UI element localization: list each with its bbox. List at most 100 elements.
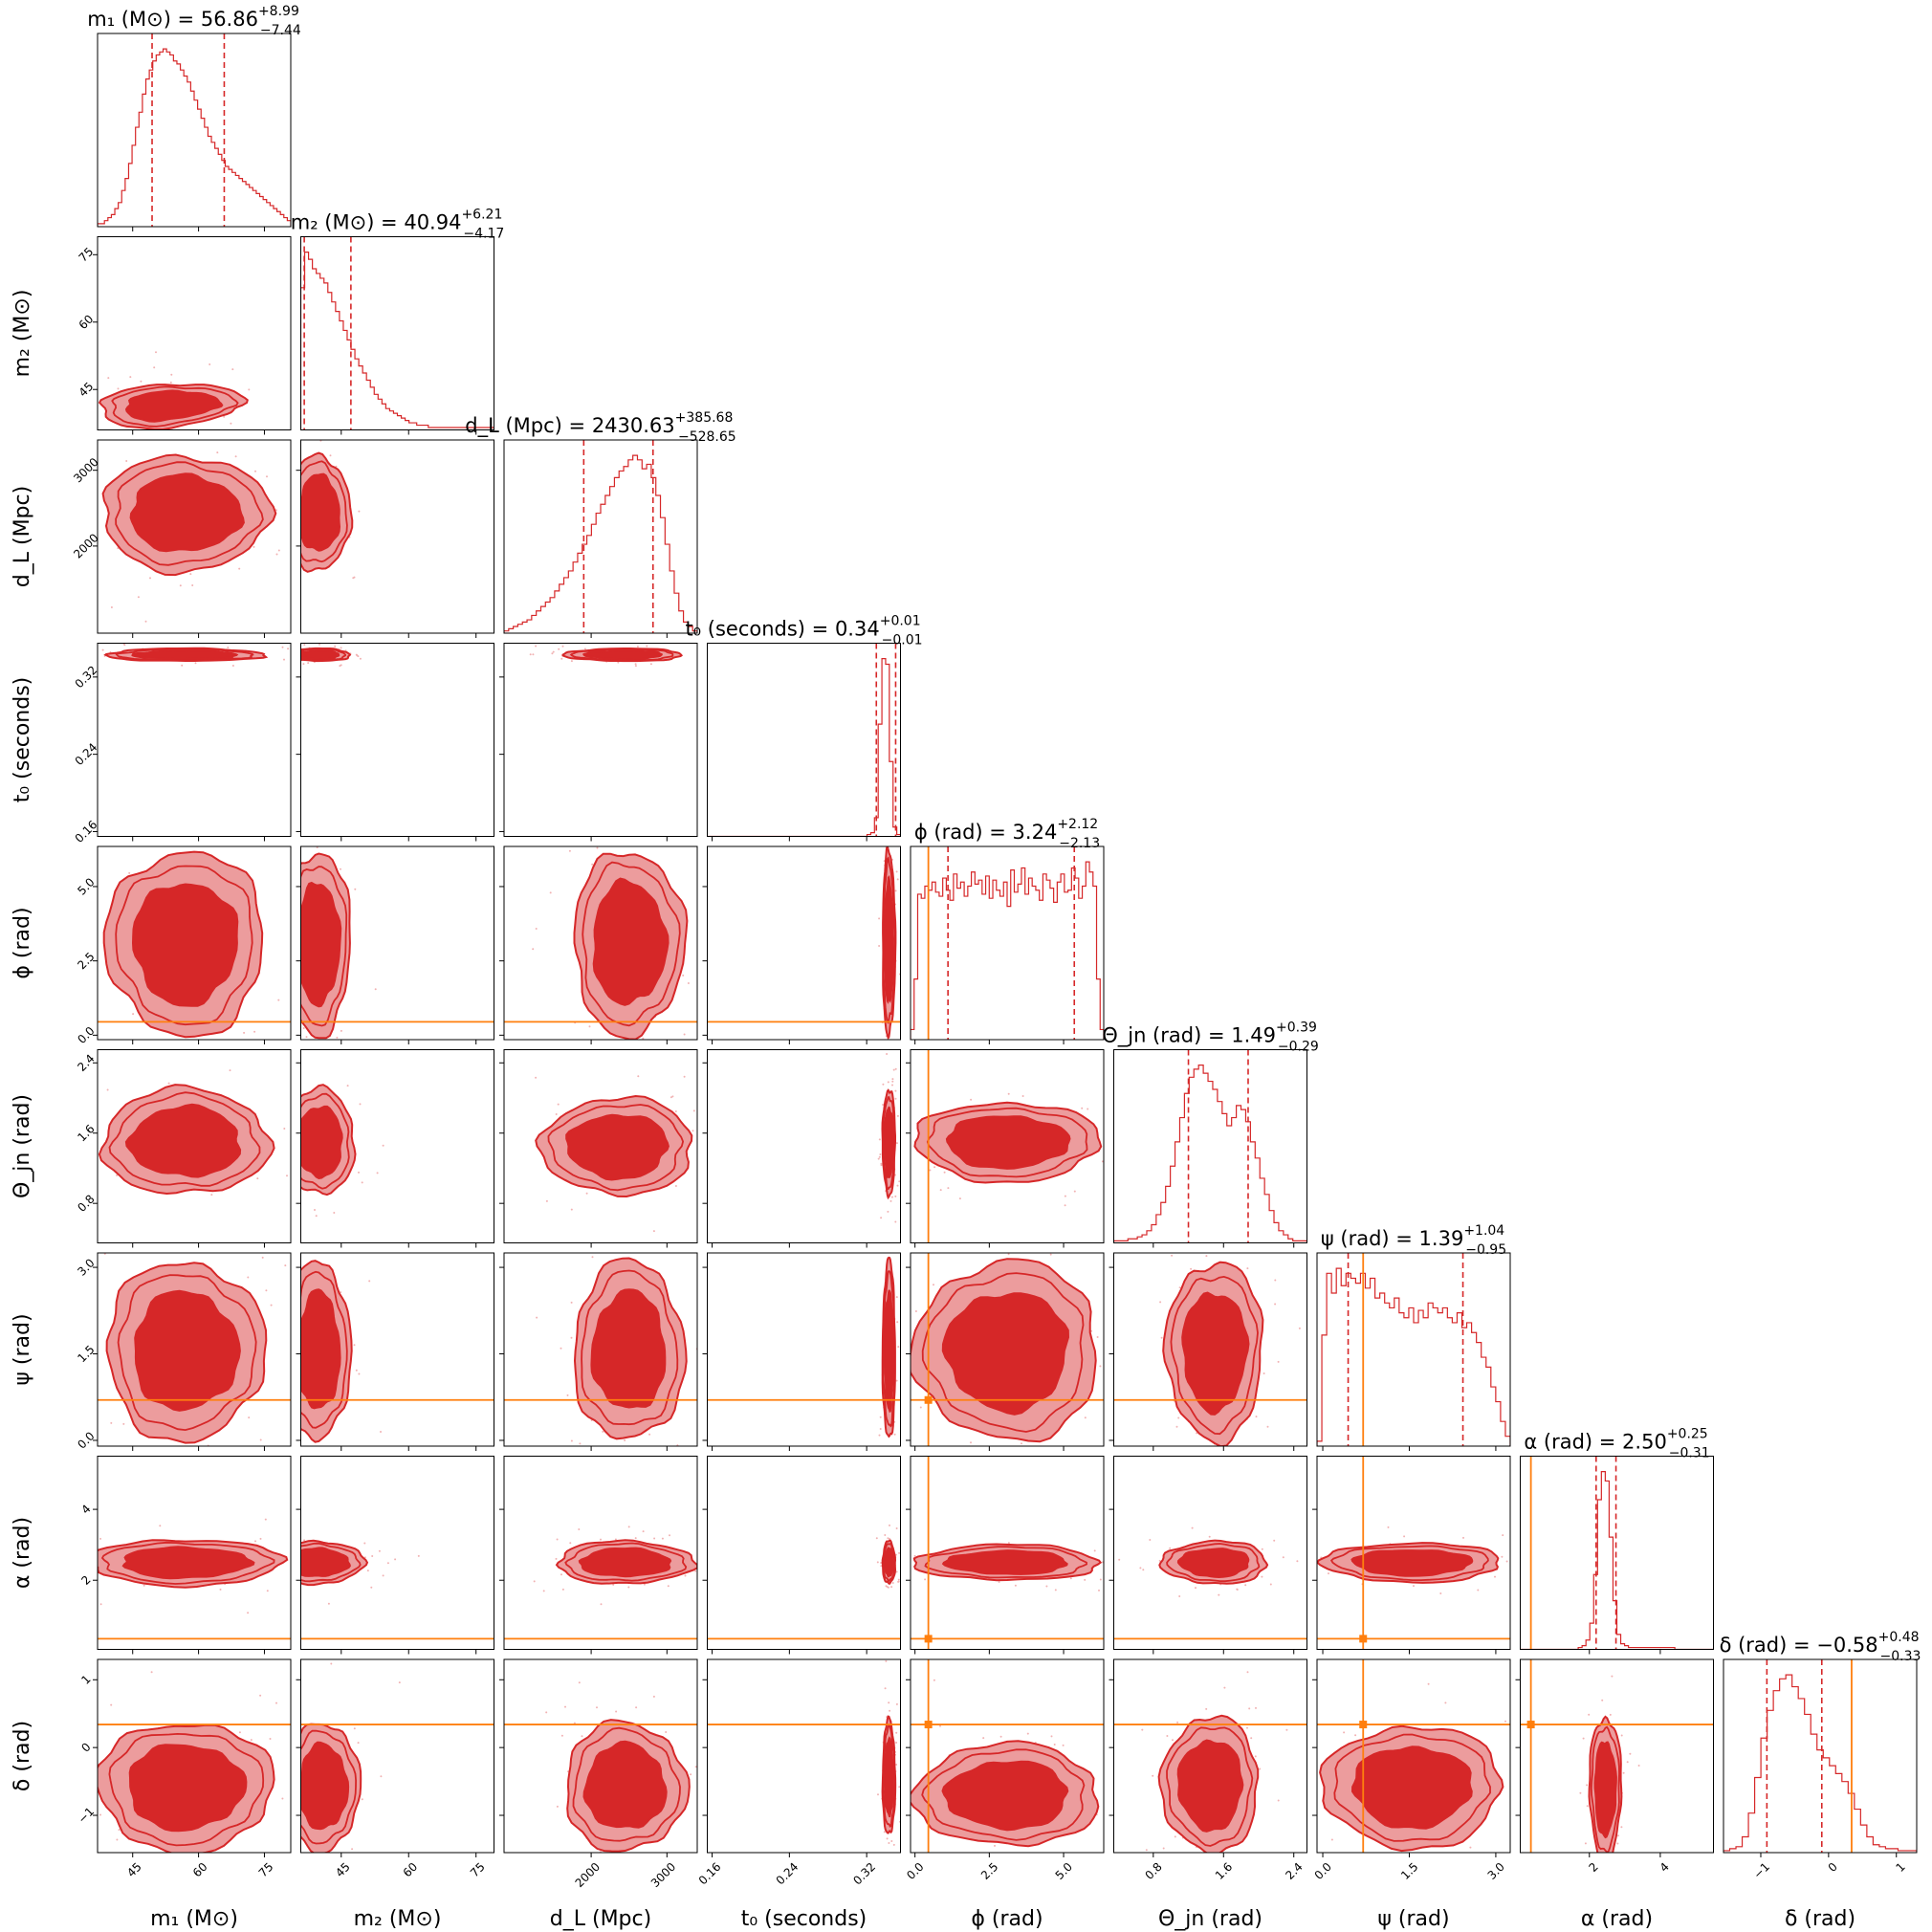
- panel-frame: [300, 1456, 494, 1650]
- scatter-panel-dL-theta_jn: [503, 1049, 698, 1243]
- sample-point: [878, 1138, 881, 1141]
- sample-point: [573, 1722, 576, 1724]
- sample-point: [417, 1554, 420, 1557]
- sample-point: [1246, 1671, 1249, 1674]
- panel-frame: [503, 1658, 698, 1854]
- sample-point: [251, 434, 252, 436]
- sample-point: [1592, 1884, 1593, 1886]
- sample-point: [648, 1433, 651, 1436]
- sample-point: [169, 381, 172, 384]
- panel-frame: [1723, 1658, 1918, 1854]
- contour-inner: [300, 881, 342, 1008]
- sample-point: [276, 1680, 278, 1682]
- sample-point: [1248, 1707, 1251, 1710]
- sample-point: [270, 1304, 273, 1306]
- sample-point: [886, 1045, 888, 1047]
- sample-point: [1049, 1253, 1052, 1256]
- sample-point: [1208, 1535, 1211, 1538]
- sample-point: [67, 403, 69, 405]
- sample-point: [118, 1829, 121, 1832]
- panel-frame: [97, 1658, 292, 1854]
- sample-point: [71, 1570, 73, 1571]
- sample-point: [703, 1556, 705, 1558]
- sample-point: [132, 1013, 135, 1016]
- sample-point: [1277, 1711, 1279, 1713]
- sample-point: [340, 1291, 342, 1294]
- y-tick-label: 75: [77, 245, 97, 265]
- sample-point: [295, 904, 296, 906]
- sample-point: [147, 1209, 149, 1211]
- sample-point: [886, 1884, 888, 1886]
- sample-point: [472, 1361, 474, 1363]
- sample-point: [1118, 1558, 1121, 1561]
- sample-point: [293, 653, 295, 655]
- contour-inner: [121, 1546, 255, 1580]
- x-tick-label: 60: [190, 1860, 210, 1880]
- sample-point: [542, 1590, 545, 1592]
- sample-point: [285, 1076, 287, 1078]
- sample-point: [283, 658, 285, 661]
- contour-inner: [582, 1740, 668, 1829]
- hist-panel-t0: t₀ (seconds) = 0.34+0.01 −0.01: [685, 614, 923, 837]
- sample-point: [1194, 1877, 1196, 1878]
- sample-point: [1267, 1922, 1269, 1924]
- sample-point: [1236, 1589, 1239, 1591]
- sample-point: [894, 1089, 897, 1092]
- sample-point: [193, 840, 195, 842]
- contour-inner: [883, 1736, 894, 1818]
- sample-point: [125, 460, 128, 462]
- sample-point: [703, 1778, 705, 1780]
- contour-mid: [115, 648, 254, 662]
- sample-point: [545, 1199, 548, 1202]
- panel-frame: [300, 1658, 494, 1854]
- sample-point: [571, 1490, 573, 1492]
- sample-point: [1223, 1686, 1226, 1689]
- sample-point: [89, 1550, 91, 1552]
- sample-point: [108, 435, 110, 437]
- sample-point: [267, 1083, 269, 1085]
- truth-marker: [924, 1395, 933, 1404]
- sample-point: [958, 1197, 961, 1200]
- sample-point: [556, 1538, 559, 1541]
- sample-point: [665, 1731, 668, 1733]
- sample-point: [889, 1055, 890, 1057]
- sample-point: [999, 1191, 1001, 1193]
- sample-point: [924, 1578, 927, 1581]
- sample-point: [570, 1208, 573, 1211]
- sample-point: [890, 787, 892, 789]
- contour-inner: [129, 472, 245, 553]
- sample-point: [1605, 1860, 1607, 1862]
- sample-point: [76, 523, 77, 525]
- sample-point: [264, 559, 266, 560]
- histogram-alpha: [1520, 1471, 1714, 1650]
- sample-point: [250, 1739, 252, 1742]
- sample-point: [634, 663, 637, 666]
- sample-point: [266, 1590, 269, 1592]
- sample-point: [881, 1043, 883, 1044]
- sample-point: [578, 1528, 581, 1530]
- sample-point: [895, 1731, 898, 1734]
- sample-point: [1505, 1560, 1508, 1563]
- sample-point: [896, 1184, 899, 1187]
- scatter-panel-m1-alpha: [71, 1456, 292, 1650]
- sample-point: [1099, 1578, 1102, 1581]
- scatter-panel-dL-phi: [503, 845, 698, 1041]
- sample-point: [257, 433, 259, 435]
- y-tick-label: 2.4: [75, 1052, 97, 1074]
- contour-mid: [115, 865, 253, 1026]
- sample-point: [557, 1103, 560, 1106]
- sample-point: [560, 1347, 562, 1350]
- contour-mid: [117, 1274, 257, 1432]
- sample-point: [532, 948, 535, 951]
- sample-point: [471, 1888, 472, 1890]
- sample-point: [1494, 1575, 1496, 1578]
- sample-point: [1175, 1425, 1178, 1428]
- sample-point: [1562, 1555, 1564, 1557]
- contour-inner: [884, 1106, 894, 1179]
- sample-point: [555, 1557, 558, 1560]
- sample-point: [28, 880, 30, 882]
- sample-point: [340, 867, 341, 870]
- sample-point: [1096, 1336, 1099, 1338]
- panel-frame: [910, 845, 1105, 1041]
- sample-point: [86, 1183, 88, 1185]
